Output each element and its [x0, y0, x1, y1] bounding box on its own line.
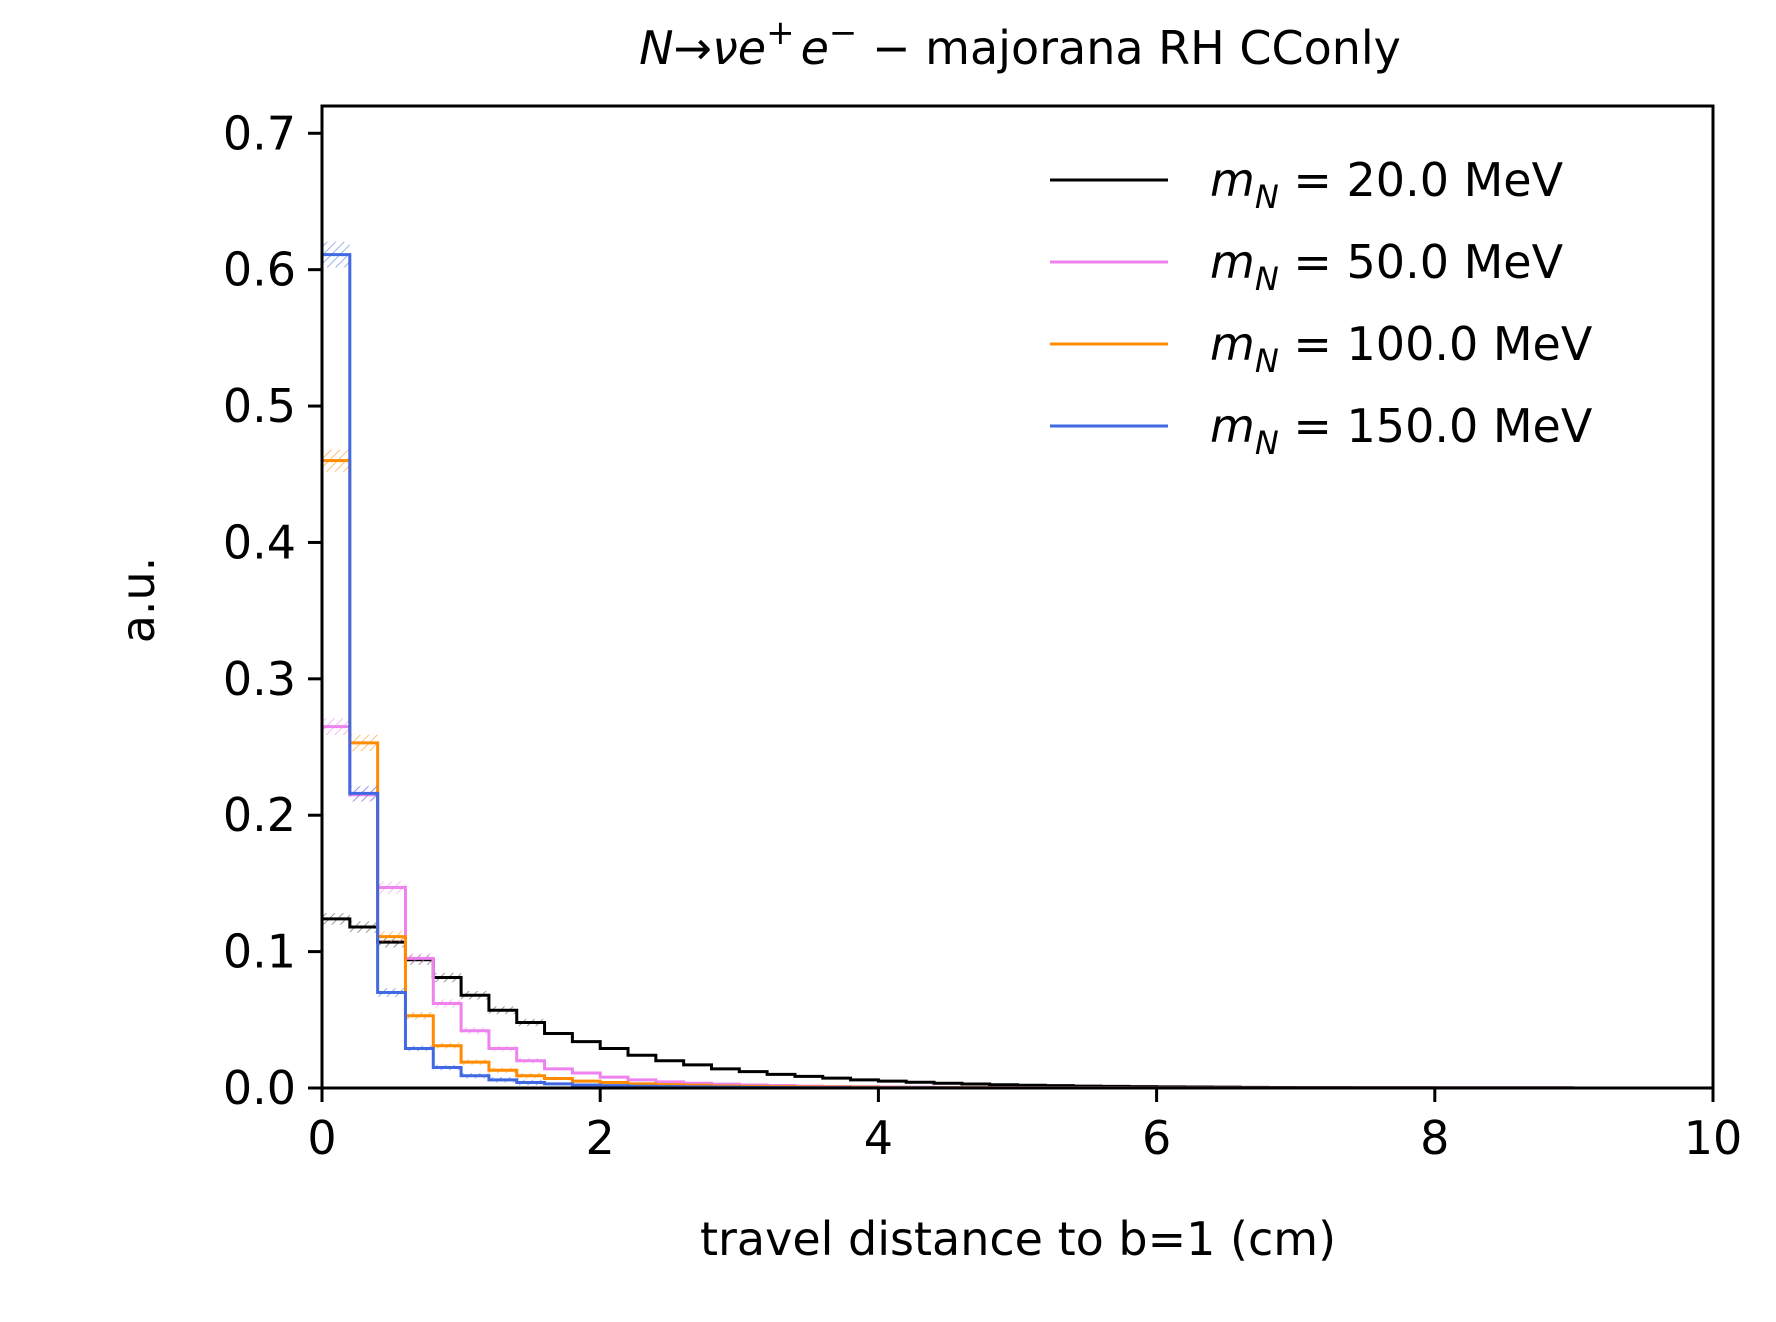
chart-title: N→νe+ e− − majorana RH CConly — [639, 13, 1401, 75]
y-tick-label: 0.3 — [223, 652, 296, 706]
y-axis-ticks: 0.0 0.1 0.2 0.3 0.4 0.5 0.6 0.7 — [223, 106, 322, 1115]
x-axis-title: travel distance to b=1 (cm) — [700, 1212, 1336, 1266]
x-tick-label: 4 — [864, 1111, 893, 1165]
series-2 — [322, 449, 1574, 1090]
x-tick-label: 0 — [307, 1111, 336, 1165]
x-tick-label: 10 — [1684, 1111, 1743, 1165]
legend-item: mN = 150.0 MeV — [1050, 399, 1593, 462]
x-tick-label: 8 — [1420, 1111, 1449, 1165]
y-tick-label: 0.5 — [223, 379, 296, 433]
legend-label: mN = 100.0 MeV — [1210, 317, 1593, 380]
legend-item: mN = 50.0 MeV — [1050, 235, 1564, 298]
legend-label: mN = 20.0 MeV — [1210, 153, 1564, 216]
x-axis-ticks: 0 2 4 6 8 10 — [307, 1088, 1742, 1165]
legend: mN = 20.0 MeV mN = 50.0 MeV mN = 100.0 MeV… — [1050, 153, 1593, 462]
plot-frame — [320, 104, 1715, 1090]
legend-item: mN = 20.0 MeV — [1050, 153, 1564, 216]
series-0 — [322, 913, 1574, 1090]
legend-label: mN = 150.0 MeV — [1210, 399, 1593, 462]
y-axis-title: a.u. — [111, 557, 165, 644]
series-0-step-line — [322, 917, 1574, 1090]
series-1 — [322, 718, 1574, 1090]
x-tick-label: 2 — [586, 1111, 615, 1165]
series-2-step-line — [322, 459, 1574, 1090]
legend-item: mN = 100.0 MeV — [1050, 317, 1593, 380]
y-tick-label: 0.0 — [223, 1061, 296, 1115]
y-tick-label: 0.7 — [223, 106, 296, 160]
y-tick-label: 0.1 — [223, 925, 296, 979]
series-3-step-line — [322, 253, 1574, 1090]
y-tick-label: 0.6 — [223, 243, 296, 297]
x-tick-label: 6 — [1142, 1111, 1171, 1165]
series-1-step-line — [322, 725, 1574, 1090]
legend-label: mN = 50.0 MeV — [1210, 235, 1564, 298]
y-tick-label: 0.4 — [223, 515, 296, 569]
y-tick-label: 0.2 — [223, 788, 296, 842]
